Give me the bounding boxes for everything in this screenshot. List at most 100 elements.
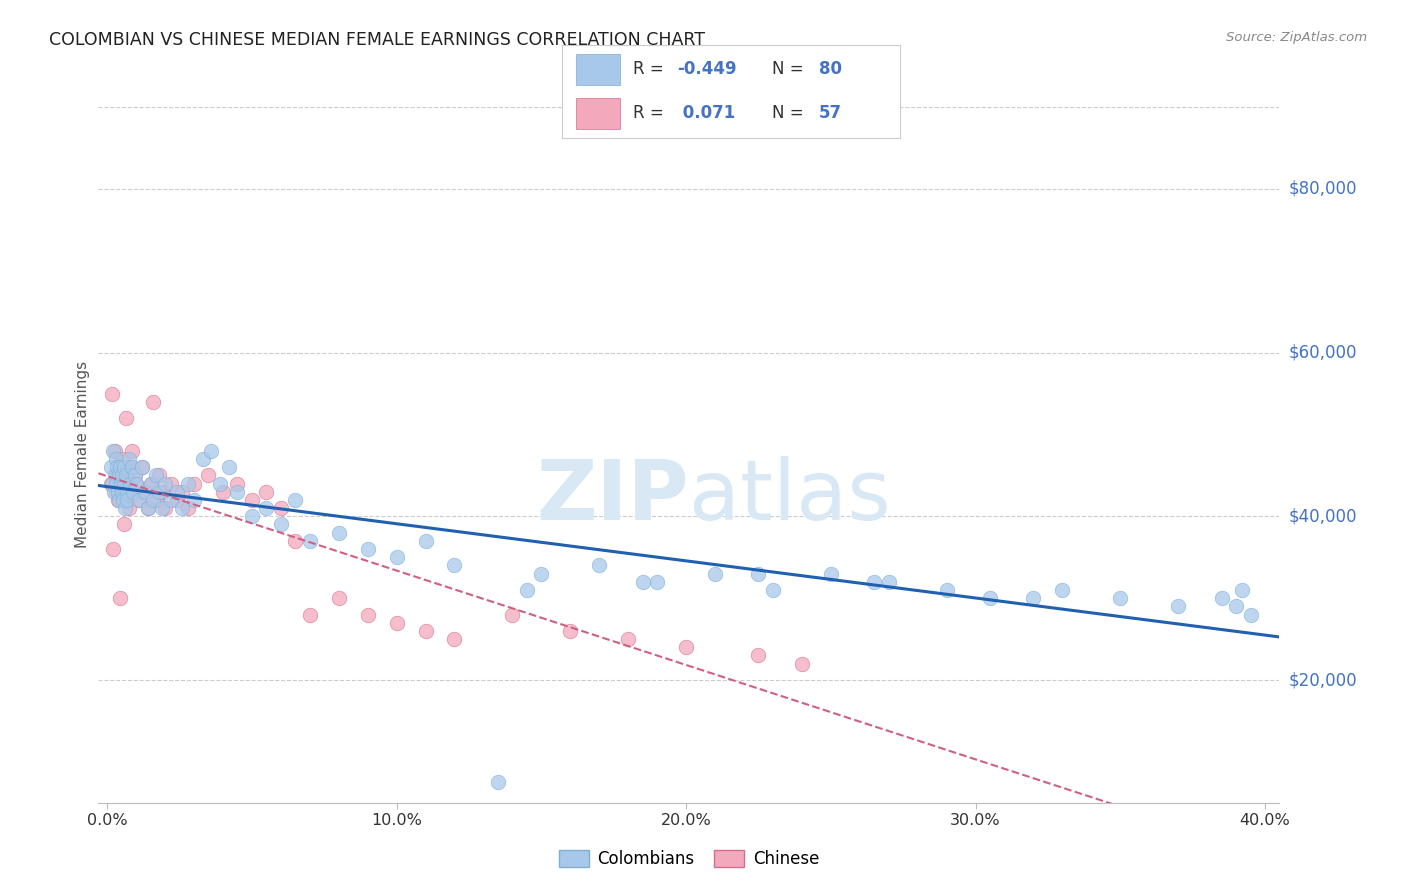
Point	[139, 476, 162, 491]
Point	[166, 492, 188, 507]
Point	[114, 468, 136, 483]
Point	[1052, 582, 1074, 597]
Text: N =: N =	[772, 104, 808, 122]
Point	[134, 484, 156, 499]
Point	[516, 582, 538, 597]
Point	[356, 542, 378, 557]
Point	[284, 492, 307, 507]
Point	[124, 468, 146, 483]
Point	[148, 484, 170, 499]
Point	[120, 460, 142, 475]
Point	[136, 501, 159, 516]
Point	[115, 411, 138, 425]
Point	[122, 484, 145, 499]
Text: R =: R =	[633, 104, 669, 122]
Point	[762, 582, 785, 597]
Text: Source: ZipAtlas.com: Source: ZipAtlas.com	[1226, 31, 1367, 45]
Point	[183, 492, 205, 507]
Point	[226, 484, 249, 499]
Point	[118, 501, 141, 516]
Point	[139, 476, 162, 491]
Point	[114, 476, 136, 491]
Point	[704, 566, 727, 581]
Point	[118, 452, 141, 467]
Point	[183, 476, 205, 491]
Point	[111, 468, 134, 483]
Point	[134, 484, 156, 499]
Point	[131, 460, 153, 475]
Point	[1230, 582, 1253, 597]
Point	[104, 452, 127, 467]
Text: $80,000: $80,000	[1288, 180, 1357, 198]
Point	[112, 492, 135, 507]
Text: 80: 80	[818, 61, 842, 78]
Point	[100, 476, 122, 491]
Point	[177, 476, 200, 491]
Point	[298, 607, 321, 622]
Point	[270, 501, 292, 516]
Text: 57: 57	[818, 104, 842, 122]
Point	[121, 460, 143, 475]
Point	[117, 492, 139, 507]
Text: $60,000: $60,000	[1288, 343, 1357, 361]
Point	[328, 525, 350, 540]
Point	[103, 484, 125, 499]
Point	[863, 574, 886, 589]
Point	[122, 484, 145, 499]
Point	[105, 484, 128, 499]
Point	[486, 775, 509, 789]
Point	[1225, 599, 1247, 614]
Point	[284, 533, 307, 548]
Point	[385, 550, 408, 565]
Point	[218, 460, 240, 475]
FancyBboxPatch shape	[576, 54, 620, 85]
Point	[115, 484, 138, 499]
Point	[145, 492, 167, 507]
Point	[172, 501, 194, 516]
Point	[254, 484, 277, 499]
Text: 0.071: 0.071	[678, 104, 735, 122]
Point	[105, 460, 128, 475]
Point	[159, 492, 181, 507]
Point	[136, 501, 159, 516]
Point	[200, 443, 222, 458]
Point	[172, 484, 194, 499]
Point	[121, 443, 143, 458]
Point	[103, 443, 125, 458]
Point	[790, 657, 813, 671]
Text: atlas: atlas	[689, 456, 890, 537]
Point	[415, 624, 437, 638]
FancyBboxPatch shape	[576, 98, 620, 129]
Point	[108, 591, 131, 606]
Point	[191, 452, 214, 467]
Point	[1167, 599, 1189, 614]
Point	[112, 484, 135, 499]
Text: $40,000: $40,000	[1288, 508, 1357, 525]
Point	[150, 484, 173, 499]
Point	[1109, 591, 1132, 606]
Point	[645, 574, 668, 589]
Point	[131, 460, 153, 475]
Point	[100, 460, 122, 475]
Point	[112, 517, 135, 532]
Point	[153, 476, 176, 491]
Point	[212, 484, 235, 499]
Text: COLOMBIAN VS CHINESE MEDIAN FEMALE EARNINGS CORRELATION CHART: COLOMBIAN VS CHINESE MEDIAN FEMALE EARNI…	[49, 31, 706, 49]
Point	[1022, 591, 1045, 606]
Point	[117, 476, 139, 491]
Text: ZIP: ZIP	[537, 456, 689, 537]
Point	[142, 492, 165, 507]
Point	[105, 468, 128, 483]
Point	[254, 501, 277, 516]
Point	[530, 566, 553, 581]
Point	[1239, 607, 1261, 622]
Point	[385, 615, 408, 630]
Point	[747, 566, 769, 581]
Point	[115, 468, 138, 483]
Point	[112, 460, 135, 475]
Point	[226, 476, 249, 491]
Point	[125, 476, 148, 491]
Point	[153, 501, 176, 516]
Text: $20,000: $20,000	[1288, 671, 1357, 689]
Point	[101, 476, 124, 491]
